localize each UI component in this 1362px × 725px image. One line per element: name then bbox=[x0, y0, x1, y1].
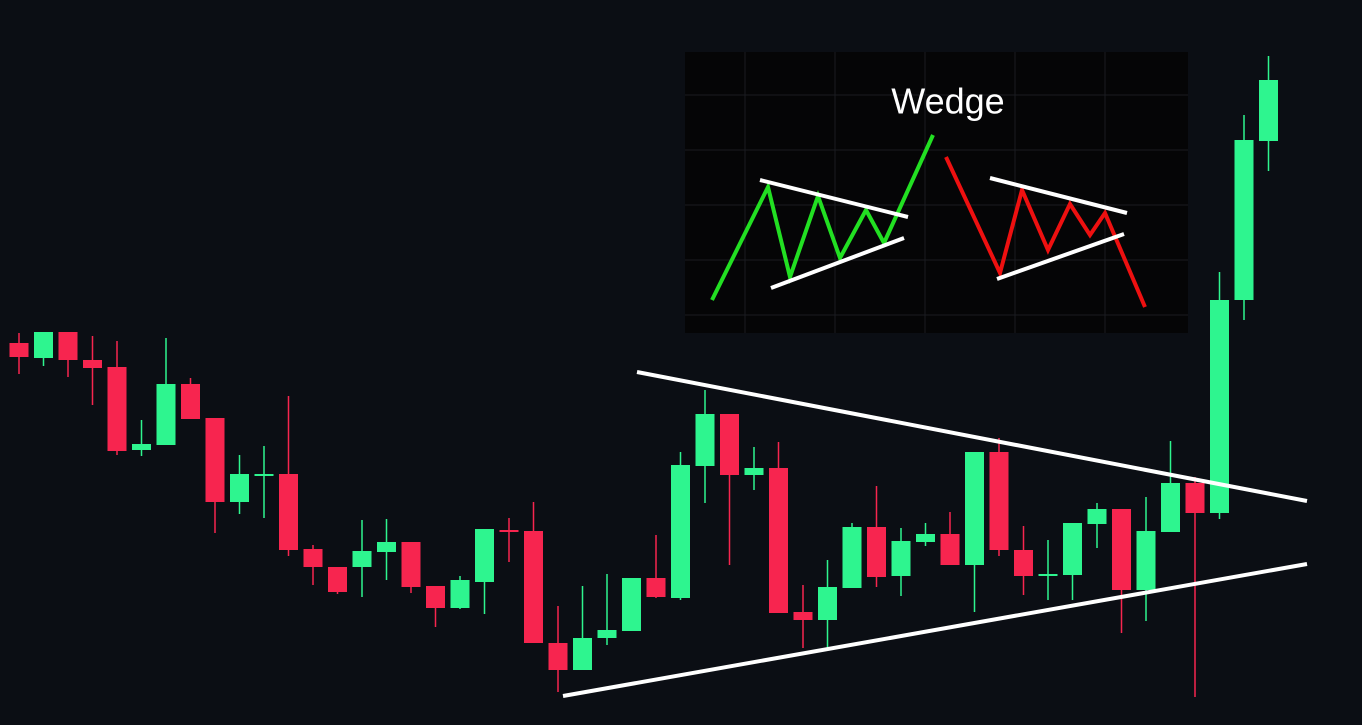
wedge-inset: Wedge bbox=[685, 52, 1188, 333]
candle-body bbox=[720, 414, 739, 475]
candle-body bbox=[475, 529, 494, 582]
candle-body bbox=[9, 343, 29, 357]
candle-body bbox=[83, 360, 102, 368]
candle-body bbox=[965, 452, 984, 565]
candle-body bbox=[622, 578, 641, 631]
candle-body bbox=[744, 468, 764, 475]
candle-body bbox=[597, 630, 617, 638]
candle-body bbox=[867, 527, 886, 577]
candle-body bbox=[940, 534, 960, 565]
wedge-line bbox=[759, 178, 909, 219]
candle-body bbox=[279, 474, 298, 550]
candle-body bbox=[524, 531, 543, 643]
candle-body bbox=[58, 332, 78, 360]
candle-body bbox=[107, 367, 127, 451]
candle-body bbox=[303, 549, 323, 567]
falling-wedge-path bbox=[944, 156, 1147, 308]
candle-body bbox=[646, 578, 666, 597]
candle-body bbox=[793, 612, 813, 620]
candle-body bbox=[1014, 550, 1033, 576]
candle-body bbox=[769, 468, 788, 613]
candles bbox=[9, 56, 1278, 697]
candle-body bbox=[1161, 483, 1180, 532]
candle-body bbox=[891, 541, 911, 576]
candle-body bbox=[352, 551, 372, 567]
candle-body bbox=[426, 586, 445, 608]
wedge-line bbox=[989, 176, 1128, 215]
candle-body bbox=[132, 444, 151, 450]
candle-body bbox=[230, 474, 249, 502]
candle-body bbox=[1087, 509, 1107, 524]
candle-body bbox=[818, 587, 837, 620]
candle-body bbox=[916, 534, 935, 542]
candle-body bbox=[1063, 523, 1082, 575]
candle-body bbox=[254, 474, 274, 476]
candle-body bbox=[842, 527, 862, 588]
candle-body bbox=[401, 542, 421, 587]
trendline bbox=[562, 562, 1308, 698]
candle-body bbox=[1185, 483, 1205, 513]
candle-body bbox=[205, 418, 225, 502]
candle-body bbox=[1259, 80, 1278, 141]
candle-body bbox=[671, 465, 690, 598]
wedge-line bbox=[770, 236, 905, 290]
wedge-line bbox=[996, 232, 1125, 281]
candle-body bbox=[1038, 574, 1058, 576]
candle-body bbox=[573, 638, 592, 670]
candle-body bbox=[1234, 140, 1254, 300]
candle-body bbox=[989, 452, 1009, 550]
candle-body bbox=[695, 414, 715, 466]
inset-title: Wedge bbox=[891, 81, 1004, 122]
candle-body bbox=[1112, 509, 1131, 590]
candle-body bbox=[328, 567, 347, 592]
candle-body bbox=[1210, 300, 1229, 513]
candle-body bbox=[156, 384, 176, 445]
inset-grid bbox=[685, 52, 1188, 333]
candle-body bbox=[181, 384, 200, 419]
candle-body bbox=[548, 643, 568, 670]
candle-body bbox=[377, 542, 396, 552]
rising-wedge-path bbox=[710, 134, 935, 301]
candle-body bbox=[499, 530, 519, 532]
trendline bbox=[636, 370, 1308, 503]
candle-body bbox=[450, 580, 470, 608]
candle-body bbox=[34, 332, 53, 358]
candle-body bbox=[1136, 531, 1156, 590]
